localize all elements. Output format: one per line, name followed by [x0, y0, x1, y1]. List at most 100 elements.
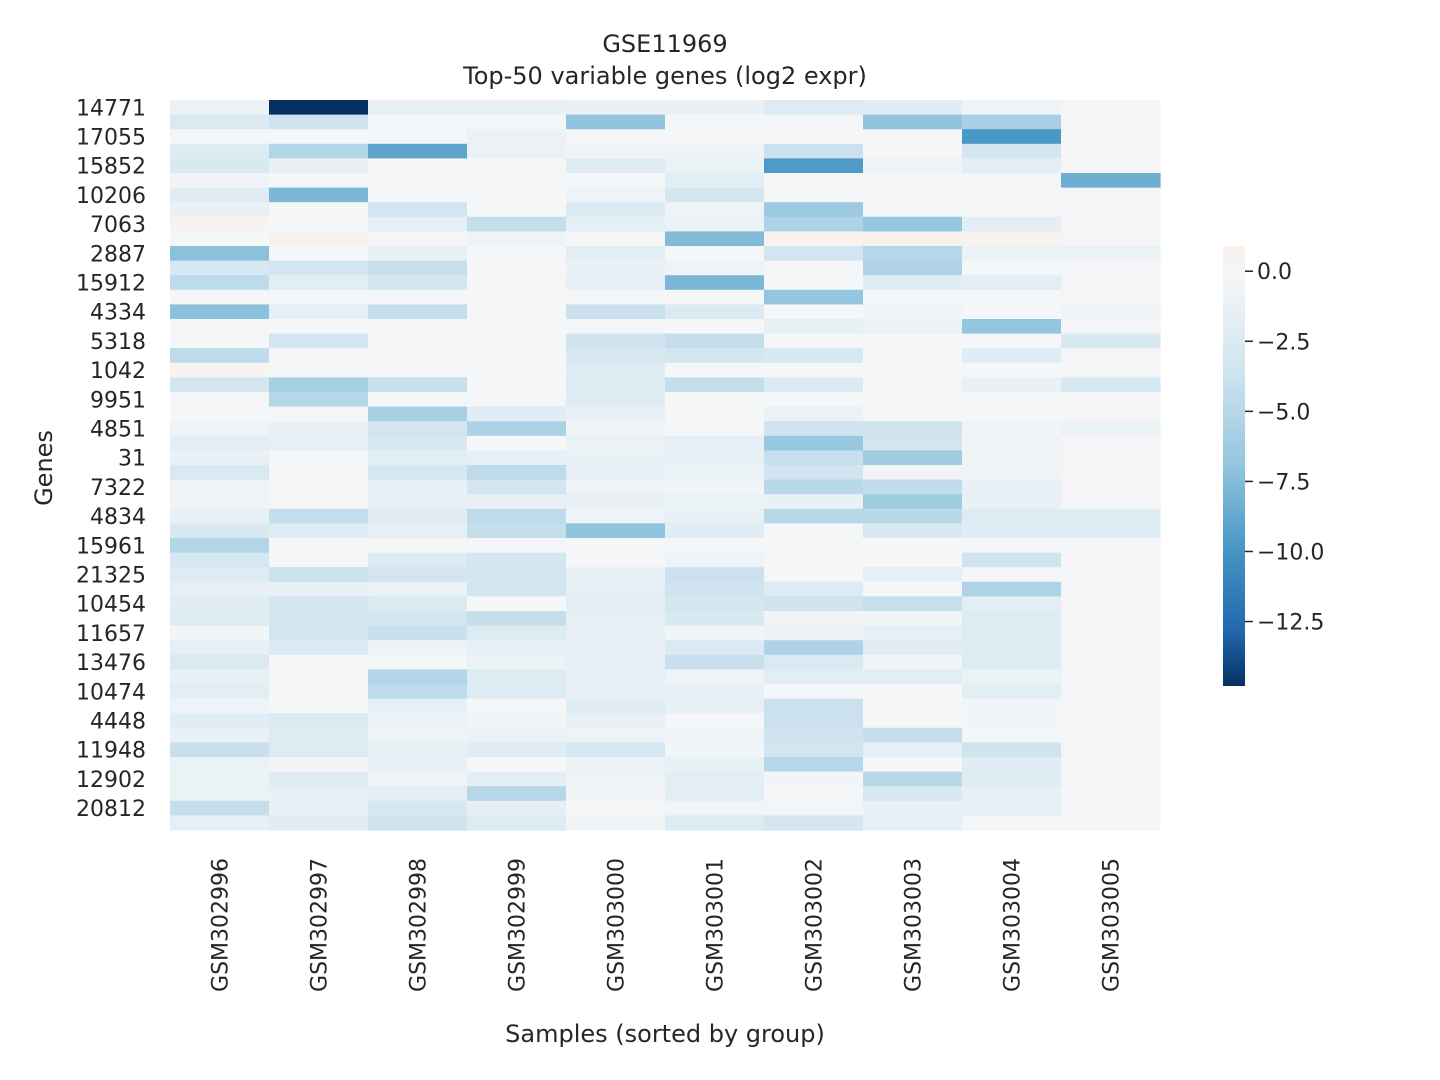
heatmap-cell: [467, 742, 567, 758]
heatmap-cell: [566, 742, 666, 758]
heatmap-cell: [566, 246, 666, 262]
heatmap-cell: [269, 158, 369, 174]
heatmap-cell: [170, 727, 270, 743]
heatmap-cell: [368, 523, 468, 539]
heatmap-cell: [170, 654, 270, 670]
heatmap-cell: [566, 698, 666, 714]
heatmap-cell: [368, 596, 468, 612]
heatmap-cell: [863, 275, 963, 291]
heatmap-cell: [566, 596, 666, 612]
heatmap-cell: [665, 362, 765, 378]
heatmap-cell: [863, 552, 963, 568]
heatmap-cell: [863, 727, 963, 743]
heatmap-cell: [467, 538, 567, 554]
heatmap-cell: [566, 552, 666, 568]
heatmap-cell: [566, 100, 666, 116]
heatmap-cell: [368, 581, 468, 597]
heatmap-cell: [1061, 800, 1161, 816]
heatmap-cell: [863, 289, 963, 305]
heatmap-cell: [269, 727, 369, 743]
heatmap-cell: [665, 669, 765, 685]
heatmap-cell: [170, 523, 270, 539]
heatmap-cell: [665, 260, 765, 276]
chart-subtitle: Top-50 variable genes (log2 expr): [462, 62, 867, 90]
heatmap-cell: [962, 114, 1062, 130]
heatmap-cell: [170, 596, 270, 612]
heatmap-cell: [962, 465, 1062, 481]
heatmap-cell: [962, 406, 1062, 422]
heatmap-cell: [962, 333, 1062, 349]
heatmap-cell: [368, 275, 468, 291]
heatmap-cell: [269, 742, 369, 758]
chart-title: GSE11969: [602, 30, 727, 58]
heatmap-cell: [665, 596, 765, 612]
heatmap-cell: [566, 640, 666, 656]
heatmap-cell: [566, 304, 666, 320]
heatmap-cell: [962, 362, 1062, 378]
heatmap-cell: [863, 158, 963, 174]
heatmap-cell: [863, 625, 963, 641]
heatmap-cell: [467, 216, 567, 232]
heatmap-cell: [566, 800, 666, 816]
y-tick-label: 10474: [76, 680, 146, 705]
heatmap-cell: [269, 114, 369, 130]
heatmap-cell: [1061, 275, 1161, 291]
heatmap-cell: [962, 231, 1062, 247]
heatmap-cell: [764, 304, 864, 320]
heatmap-cell: [467, 698, 567, 714]
x-tick-labels: GSM302996 GSM302997 GSM302998 GSM302999 GSM3…: [209, 858, 1125, 992]
heatmap-cell: [269, 494, 369, 510]
heatmap-cell: [764, 552, 864, 568]
heatmap-cell: [962, 654, 1062, 670]
heatmap-cell: [764, 669, 864, 685]
y-tick-label: 7063: [90, 213, 146, 238]
heatmap-cell: [566, 158, 666, 174]
heatmap-cell: [467, 114, 567, 130]
heatmap-cell: [170, 435, 270, 451]
heatmap-cell: [467, 815, 567, 831]
heatmap-cell: [1061, 392, 1161, 408]
heatmap-cell: [566, 465, 666, 481]
heatmap-cell: [764, 786, 864, 802]
heatmap-cell: [764, 187, 864, 203]
heatmap-cell: [764, 757, 864, 773]
heatmap-cell: [1061, 173, 1161, 189]
heatmap-cell: [863, 567, 963, 583]
heatmap-cell: [368, 129, 468, 145]
heatmap-cell: [170, 100, 270, 116]
heatmap-cell: [170, 552, 270, 568]
heatmap-cell: [368, 611, 468, 627]
heatmap-cell: [962, 596, 1062, 612]
heatmap-cell: [368, 260, 468, 276]
y-tick-label: 13476: [76, 651, 146, 676]
heatmap-cell: [1061, 523, 1161, 539]
heatmap-cell: [566, 625, 666, 641]
y-tick-label: 12902: [76, 768, 146, 793]
heatmap-cell: [1061, 538, 1161, 554]
heatmap-cell: [269, 289, 369, 305]
heatmap-cell: [665, 494, 765, 510]
heatmap-cell: [269, 304, 369, 320]
heatmap-cell: [170, 304, 270, 320]
heatmap-cell: [269, 406, 369, 422]
heatmap-cell: [962, 508, 1062, 524]
heatmap-cell: [368, 465, 468, 481]
heatmap-cell: [368, 479, 468, 495]
heatmap-cell: [863, 260, 963, 276]
heatmap-cell: [863, 581, 963, 597]
heatmap-cell: [962, 669, 1062, 685]
heatmap-cell: [170, 479, 270, 495]
heatmap-cell: [1061, 713, 1161, 729]
heatmap-cell: [368, 669, 468, 685]
colorbar-tick-label: −5.0: [1257, 400, 1310, 425]
heatmap-cell: [1061, 435, 1161, 451]
heatmap-cell: [1061, 567, 1161, 583]
heatmap-cell: [962, 552, 1062, 568]
heatmap-cell: [1061, 479, 1161, 495]
heatmap-cell: [665, 304, 765, 320]
heatmap-cell: [269, 377, 369, 393]
heatmap-cell: [962, 742, 1062, 758]
heatmap-cell: [962, 684, 1062, 700]
heatmap-cell: [665, 450, 765, 466]
heatmap-cell: [764, 231, 864, 247]
